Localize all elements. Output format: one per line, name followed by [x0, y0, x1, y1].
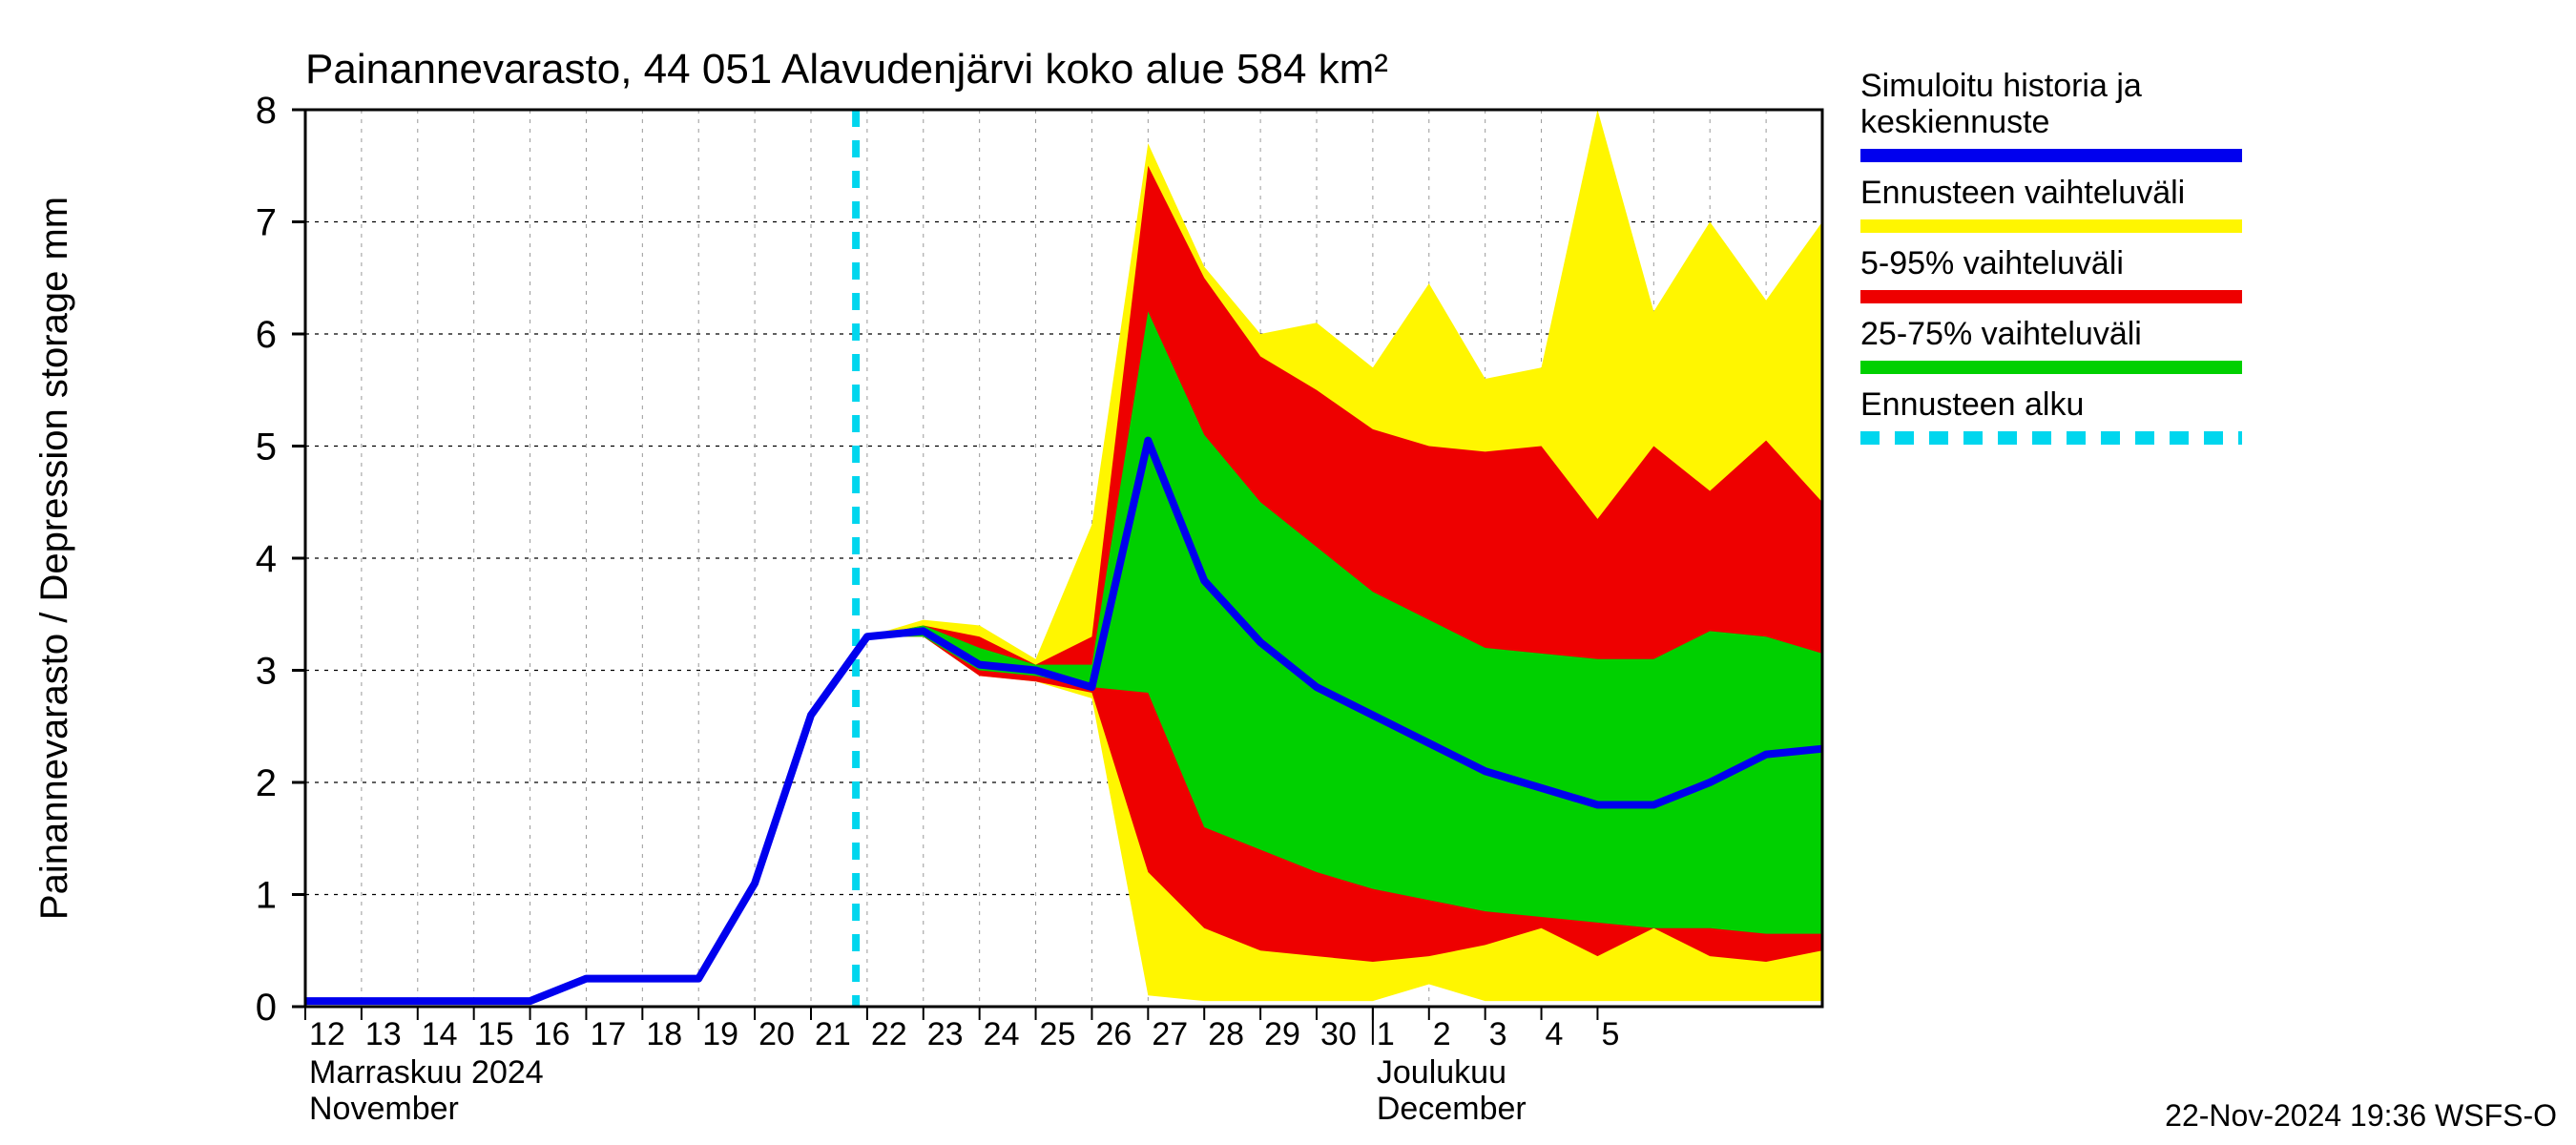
ytick-label: 0	[256, 987, 277, 1029]
ytick-label: 2	[256, 762, 277, 804]
legend-label: 5-95% vaihteluväli	[1860, 245, 2124, 281]
legend-label: keskiennuste	[1860, 104, 2049, 140]
ytick-label: 4	[256, 538, 277, 580]
legend-label: Ennusteen alku	[1860, 386, 2084, 423]
xtick-label: 29	[1264, 1016, 1300, 1052]
ytick-label: 8	[256, 90, 277, 132]
xtick-label: 27	[1152, 1016, 1188, 1052]
xtick-label: 1	[1377, 1016, 1395, 1052]
legend-label: Simuloitu historia ja	[1860, 68, 2142, 104]
ytick-label: 6	[256, 314, 277, 356]
xtick-label: 15	[478, 1016, 514, 1052]
month-label-1: Marraskuu 2024	[309, 1054, 544, 1091]
ytick-label: 5	[256, 427, 277, 468]
xtick-label: 28	[1208, 1016, 1244, 1052]
month-label-1: Joulukuu	[1377, 1054, 1506, 1091]
xtick-label: 5	[1601, 1016, 1619, 1052]
ytick-label: 7	[256, 202, 277, 244]
xtick-label: 19	[702, 1016, 738, 1052]
xtick-label: 21	[815, 1016, 851, 1052]
xtick-label: 20	[758, 1016, 795, 1052]
chart-svg: 0123456781213141516171819202122232425262…	[0, 0, 2576, 1145]
xtick-label: 16	[534, 1016, 571, 1052]
chart-container: 0123456781213141516171819202122232425262…	[0, 0, 2576, 1145]
xtick-label: 2	[1433, 1016, 1451, 1052]
xtick-label: 18	[646, 1016, 682, 1052]
xtick-label: 14	[422, 1016, 458, 1052]
month-label-2: December	[1377, 1091, 1527, 1127]
xtick-label: 30	[1320, 1016, 1357, 1052]
month-label-2: November	[309, 1091, 459, 1127]
xtick-label: 23	[927, 1016, 964, 1052]
xtick-label: 3	[1489, 1016, 1507, 1052]
y-axis-label: Painannevarasto / Depression storage mm	[33, 197, 75, 920]
footer-text: 22-Nov-2024 19:36 WSFS-O	[2165, 1098, 2557, 1133]
ytick-label: 1	[256, 875, 277, 917]
ytick-label: 3	[256, 651, 277, 693]
legend-label: Ennusteen vaihteluväli	[1860, 175, 2185, 211]
xtick-label: 4	[1546, 1016, 1564, 1052]
xtick-label: 17	[590, 1016, 626, 1052]
legend-label: 25-75% vaihteluväli	[1860, 316, 2142, 352]
chart-title: Painannevarasto, 44 051 Alavudenjärvi ko…	[305, 46, 1388, 93]
xtick-label: 13	[365, 1016, 402, 1052]
xtick-label: 22	[871, 1016, 907, 1052]
xtick-label: 12	[309, 1016, 345, 1052]
xtick-label: 24	[984, 1016, 1020, 1052]
xtick-label: 25	[1040, 1016, 1076, 1052]
xtick-label: 26	[1095, 1016, 1132, 1052]
